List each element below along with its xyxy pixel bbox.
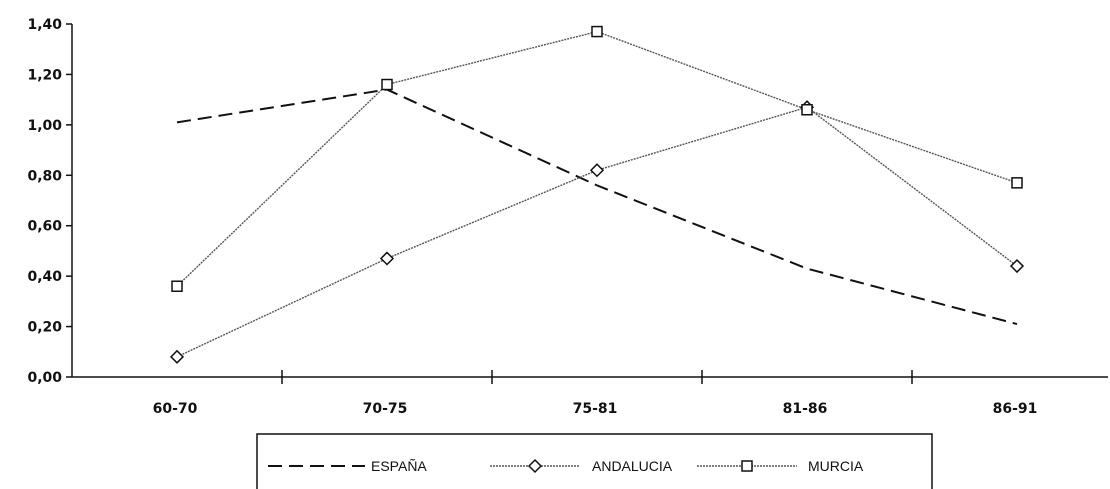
data-point-diamond — [379, 251, 395, 266]
y-tick-label: 1,20 — [27, 67, 62, 83]
series-layer — [169, 25, 1025, 364]
data-point-square — [801, 103, 813, 116]
series-españa — [176, 88, 1018, 326]
data-point-square — [1011, 177, 1023, 189]
y-tick-label: 0,60 — [27, 219, 62, 235]
x-tick-labels: 60-70 70-75 75-81 81-86 86-91 — [153, 401, 1038, 417]
x-tick-label: 81-86 — [783, 401, 828, 417]
y-tick-label: 1,40 — [27, 17, 62, 33]
y-tick-label: 0,20 — [27, 320, 62, 336]
y-tick-label: 0,00 — [27, 370, 62, 386]
legend-label: ESPAÑA — [371, 458, 427, 474]
data-point-diamond — [169, 349, 185, 364]
data-point-diamond — [1009, 258, 1025, 274]
data-point-square — [591, 25, 603, 38]
legend-label: ANDALUCIA — [592, 458, 673, 474]
y-tick-label: 0,40 — [27, 269, 62, 285]
y-tick-label: 0,80 — [27, 168, 62, 184]
x-tick-label: 75-81 — [573, 401, 618, 417]
data-point-diamond — [527, 458, 543, 474]
legend-item: ESPAÑA — [268, 458, 427, 474]
legend-label: MURCIA — [808, 458, 864, 474]
data-point-square — [381, 78, 393, 91]
series-line — [176, 88, 1018, 326]
data-point-diamond — [589, 163, 605, 178]
y-tick-label: 1,00 — [27, 118, 62, 134]
chart-axes — [66, 23, 1108, 384]
data-point-square — [171, 280, 183, 292]
x-tick-label: 86-91 — [993, 401, 1038, 417]
series-murcia — [171, 25, 1023, 292]
series-line — [176, 106, 1018, 358]
data-point-square — [741, 460, 753, 472]
x-tick-label: 60-70 — [153, 401, 198, 417]
legend-box — [256, 433, 933, 489]
legend-item: ANDALUCIA — [490, 458, 673, 474]
series-line — [176, 30, 1018, 287]
x-tick-label: 70-75 — [363, 401, 408, 417]
legend-item: MURCIA — [697, 458, 864, 474]
y-tick-labels: 0,00 0,20 0,40 0,60 0,80 1,00 1,20 1,40 — [27, 17, 62, 386]
legend: ESPAÑA ANDALUCIA MURCIA — [256, 433, 933, 489]
